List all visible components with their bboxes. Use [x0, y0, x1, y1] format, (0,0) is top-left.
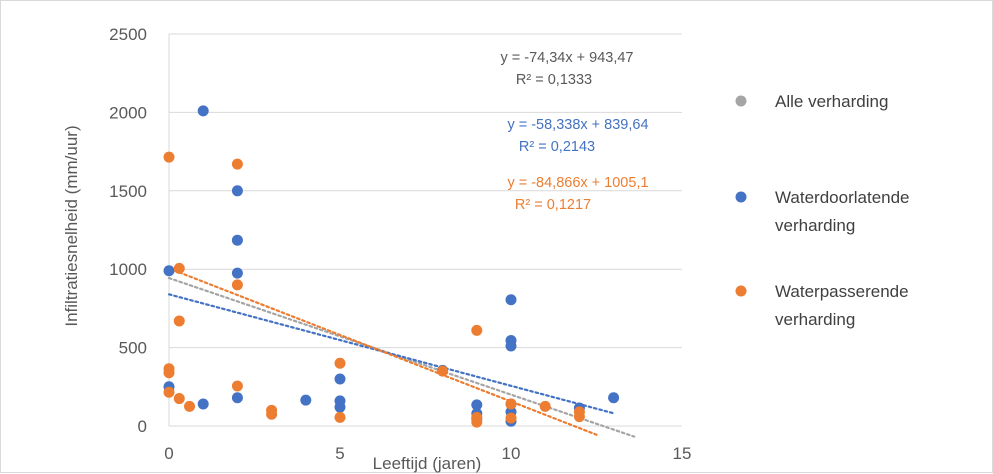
point-series-1-16 [505, 294, 517, 306]
point-series-1-3 [197, 398, 209, 410]
y-tick-label-500: 500 [119, 339, 147, 358]
y-axis-title: Infiltratiesnelheid (mm/uur) [62, 125, 81, 326]
r2-waterpasserende: R² = 0,1217 [515, 197, 591, 213]
point-series-2-10 [231, 380, 243, 392]
point-series-2-13 [334, 357, 346, 369]
point-series-2-0 [163, 151, 175, 163]
x-axis-title: Leeftijd (jaren) [373, 454, 482, 473]
axes: 0 500 1000 1500 2000 2500 0 5 10 15 [109, 25, 691, 463]
equation-waterpasserende: y = -84,866x + 1005,1 [507, 175, 648, 191]
point-series-1-13 [471, 399, 483, 411]
point-series-2-21 [539, 400, 551, 412]
point-series-2-18 [471, 416, 483, 428]
point-series-1-6 [231, 267, 243, 279]
legend-marker-alle-verharding [735, 95, 747, 107]
legend: Alle verharding Waterdoorlatende verhard… [735, 92, 910, 329]
data-points [163, 105, 620, 428]
equation-alle-verharding: y = -74,34x + 943,47 [500, 50, 633, 66]
point-series-1-0 [163, 265, 175, 277]
point-series-1-5 [231, 234, 243, 246]
point-series-1-4 [231, 185, 243, 197]
x-tick-label-0: 0 [164, 444, 173, 463]
equation-waterdoorlatende: y = -58,338x + 839,64 [507, 117, 648, 133]
point-series-2-14 [334, 411, 346, 423]
x-tick-label-15: 15 [673, 444, 692, 463]
legend-label-waterdoorlatende-line1: Waterdoorlatende [775, 188, 910, 207]
point-series-2-12 [266, 408, 278, 420]
x-tick-label-10: 10 [502, 444, 521, 463]
point-series-1-18 [505, 340, 517, 352]
point-series-2-8 [231, 158, 243, 170]
point-series-2-7 [184, 400, 196, 412]
point-series-2-19 [505, 398, 517, 410]
point-series-2-16 [471, 324, 483, 336]
point-series-2-23 [573, 411, 585, 423]
legend-label-alle-verharding: Alle verharding [775, 92, 888, 111]
labels: Leeftijd (jaren) Infiltratiesnelheid (mm… [62, 50, 649, 473]
point-series-1-9 [334, 373, 346, 385]
legend-label-waterpasserende-line2: verharding [775, 310, 855, 329]
point-series-1-23 [608, 392, 620, 404]
point-series-2-9 [231, 279, 243, 291]
point-series-2-5 [173, 315, 185, 327]
point-series-2-3 [163, 386, 175, 398]
trendline-series-2 [167, 267, 598, 436]
y-tick-label-2500: 2500 [109, 25, 147, 44]
point-series-1-8 [300, 394, 312, 406]
legend-marker-waterdoorlatende [735, 191, 747, 203]
trendlines [167, 267, 636, 438]
trendline-series-0 [167, 276, 636, 438]
point-series-2-20 [505, 412, 517, 424]
gridlines [169, 33, 682, 349]
y-tick-label-1500: 1500 [109, 182, 147, 201]
x-tick-label-5: 5 [335, 444, 344, 463]
legend-label-waterdoorlatende-line2: verharding [775, 216, 855, 235]
legend-label-waterpasserende-line1: Waterpasserende [775, 282, 909, 301]
point-series-2-15 [437, 365, 449, 377]
legend-marker-waterpasserende [735, 285, 747, 297]
y-tick-label-0: 0 [138, 417, 147, 436]
point-series-1-2 [197, 105, 209, 117]
point-series-2-4 [173, 262, 185, 274]
point-series-1-11 [334, 401, 346, 413]
r2-alle-verharding: R² = 0,1333 [516, 72, 592, 88]
y-tick-label-1000: 1000 [109, 260, 147, 279]
point-series-2-2 [163, 367, 175, 379]
y-tick-label-2000: 2000 [109, 103, 147, 122]
point-series-2-6 [173, 393, 185, 405]
r2-waterdoorlatende: R² = 0,2143 [519, 139, 595, 155]
point-series-1-7 [231, 392, 243, 404]
